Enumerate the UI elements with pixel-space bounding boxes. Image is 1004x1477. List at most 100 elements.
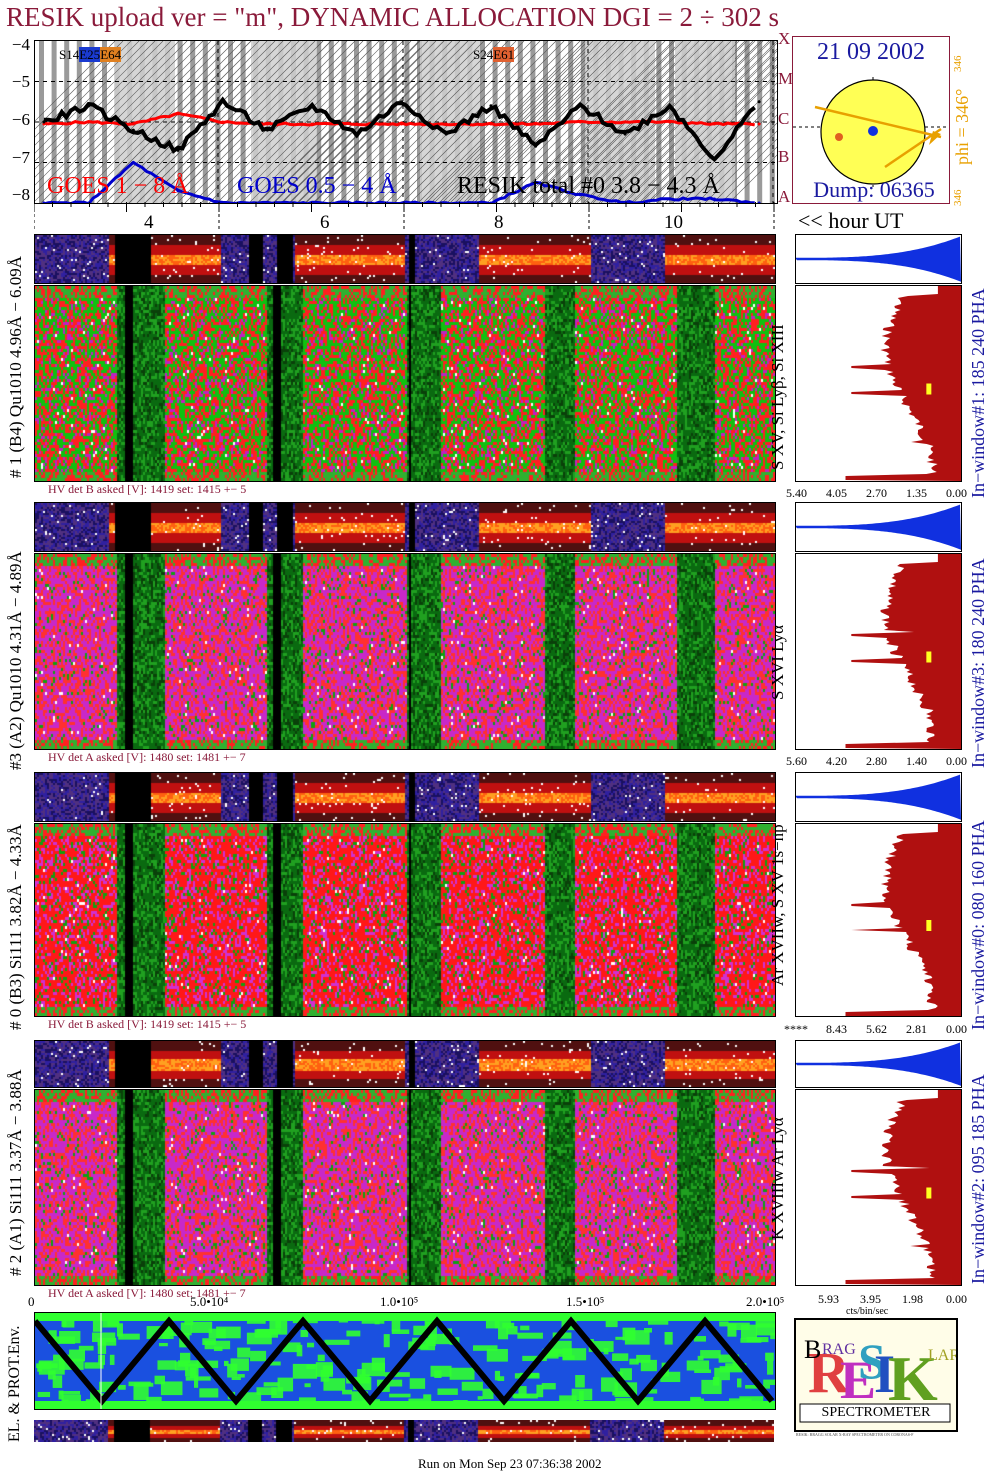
tick: 5.62: [866, 1022, 887, 1036]
hatch-line: [696, 122, 777, 203]
hatch-line: [712, 138, 777, 203]
env-patch: [737, 1378, 742, 1388]
hatch-line: [688, 114, 777, 203]
env-patch: [269, 1361, 281, 1366]
channel-3-spectrogram: [34, 553, 776, 750]
page-title: RESIK upload ver = "m", DYNAMIC ALLOCATI…: [6, 2, 780, 32]
data-point: [131, 128, 135, 132]
spectrogram-image: [35, 554, 775, 749]
env-patch: [97, 1340, 107, 1355]
env-patch: [449, 1367, 475, 1380]
env-patch: [116, 1323, 123, 1337]
data-point: [400, 201, 404, 203]
env-patch: [256, 1328, 281, 1334]
data-point: [578, 104, 582, 108]
env-patch: [250, 1350, 267, 1362]
env-patch: [128, 1381, 151, 1387]
pha-area: [796, 774, 961, 820]
env-patch: [237, 1374, 245, 1378]
env-strip-image: [34, 1420, 774, 1442]
goes-lightcurve-panel: S14E25E64 S24E61 GOES 1 − 8 Å GOES 0.5 −…: [34, 40, 778, 204]
data-point: [757, 100, 761, 104]
y-tick-label: −4: [11, 35, 30, 54]
env-patch: [384, 1372, 410, 1377]
logo-letter-s: S: [858, 1333, 886, 1389]
data-point: [578, 120, 582, 124]
region-labels-right: S24E61: [473, 47, 515, 63]
data-point: [444, 201, 448, 203]
env-patch: [48, 1330, 57, 1344]
env-patch: [164, 1325, 173, 1333]
env-patch: [133, 1385, 149, 1400]
env-patch: [770, 1332, 775, 1340]
env-patch: [520, 1325, 530, 1331]
channel-1-spectrum: [795, 285, 962, 482]
env-patch: [282, 1342, 301, 1353]
env-patch: [317, 1354, 325, 1362]
channel-2-line-label: K XVIIIw Ar Lyα: [768, 1117, 787, 1240]
hour-tick: 4: [144, 212, 154, 233]
channel-1-spectrogram: [34, 285, 776, 482]
env-patch: [694, 1369, 712, 1373]
env-patch: [660, 1371, 681, 1383]
env-patch: [428, 1327, 437, 1340]
logo-letter-i: I: [874, 1344, 895, 1404]
env-patch: [59, 1331, 81, 1344]
channel-3-dynamic-strip: [34, 502, 776, 552]
env-patch: [184, 1320, 194, 1326]
hatch-line: [224, 41, 388, 203]
hatch-line: [632, 58, 777, 203]
env-patch: [648, 1320, 669, 1325]
flare-class-b: B: [778, 147, 790, 166]
region-label: E25: [79, 47, 101, 62]
env-x-tick: 5.0•10⁴: [190, 1294, 229, 1309]
env-patch: [154, 1375, 165, 1385]
tick: 1.98: [902, 1292, 923, 1306]
series-line-1: [43, 111, 755, 127]
data-point: [265, 201, 269, 203]
env-patch: [292, 1363, 318, 1379]
env-x-tick: 1.5•10⁵: [566, 1294, 605, 1309]
env-patch: [579, 1390, 584, 1404]
data-point: [131, 122, 135, 126]
y-tick-label: −6: [11, 110, 30, 129]
data-point: [668, 197, 672, 201]
env-patch: [160, 1381, 183, 1396]
env-patch: [324, 1339, 350, 1345]
hatch-line: [720, 146, 777, 203]
hatch-line: [664, 90, 777, 203]
channel-2-window: In−window#2: 095 185 PHA: [968, 1074, 988, 1284]
data-point: [534, 122, 538, 126]
channel-3-label: #3 (A2) Qu1010 4.31Å − 4.89Å: [6, 551, 25, 770]
env-patch: [506, 1326, 518, 1335]
logo-small-b: B: [804, 1335, 821, 1364]
env-patch: [763, 1379, 775, 1385]
spectrum-plot: [845, 554, 961, 749]
env-patch: [765, 1352, 774, 1361]
env-patch: [391, 1318, 401, 1332]
spectrogram-strip: [35, 1041, 775, 1087]
channel-1-line-label: S XV, Si Lyβ, Si XIII: [768, 324, 787, 470]
logo-caption: SPECTROMETER: [821, 1405, 931, 1420]
hatch-line: [48, 41, 212, 203]
channel-2-pha-profile: [795, 1040, 962, 1088]
eclipse-stripe: [39, 41, 44, 203]
spectrogram-image: [35, 286, 775, 481]
tick: 5.60: [786, 754, 807, 768]
legend-goes-short: GOES 0.5 − 4 Å: [237, 173, 397, 199]
tick: 8.43: [826, 1022, 847, 1036]
data-point: [400, 122, 404, 126]
hatch-line: [470, 41, 634, 203]
tick: 5.93: [818, 1292, 839, 1306]
resik-logo-graphic: R E S I K B RAG LAR: [799, 1333, 956, 1423]
data-point: [265, 128, 269, 132]
env-patch: [256, 1387, 277, 1396]
env-patch: [727, 1322, 750, 1331]
data-point: [444, 132, 448, 136]
series-line-2: [43, 160, 755, 203]
env-patch: [601, 1377, 618, 1392]
env-patch: [376, 1379, 403, 1387]
sun-position-panel: 21 09 2002 Dump: 06365: [792, 36, 950, 204]
channel-3-pha-profile: [795, 502, 962, 552]
logo-fine-print: RESIK: BRAGG SOLAR X-RAY SPECTROMETER ON…: [796, 1432, 914, 1437]
